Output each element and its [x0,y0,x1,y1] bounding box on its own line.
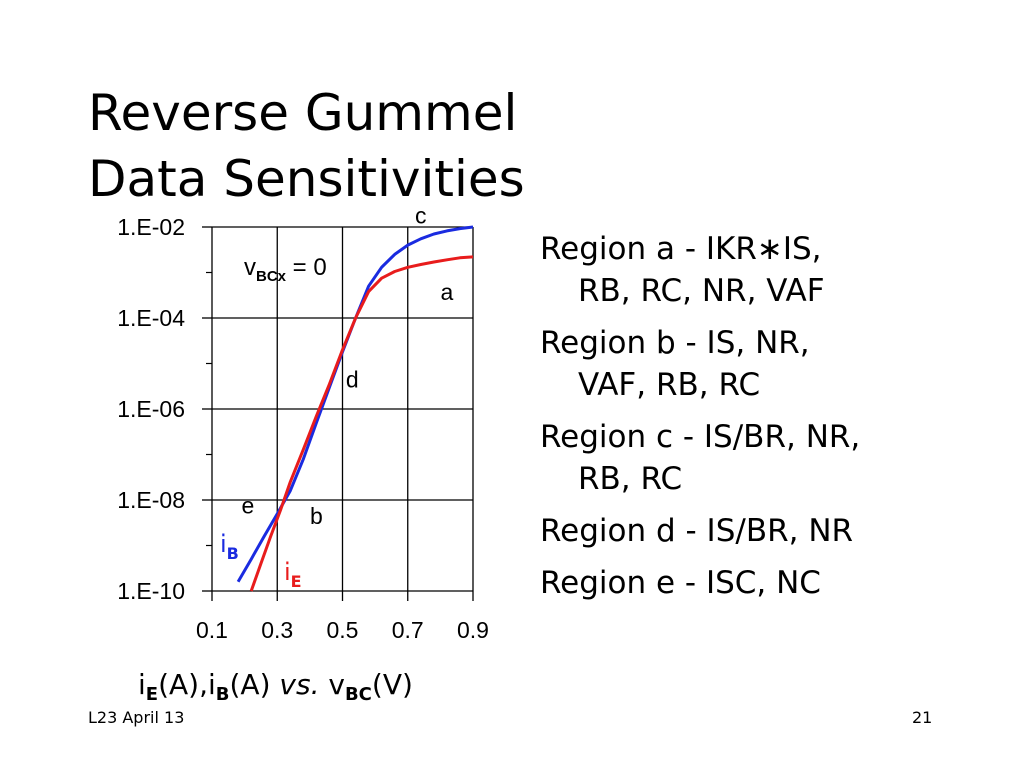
y-tick-label: 1.E-04 [117,305,185,331]
xcap-tail: (A) [229,668,280,701]
xcap-e-sub: E [145,684,159,705]
xcap-v: v [319,668,345,701]
region-annotation-d: d [346,366,359,392]
region-a-line2: RB, RC, NR, VAF [578,273,825,309]
x-tick-label: 0.9 [457,617,489,643]
region-a-line1: Region a - IKR∗IS, [540,231,822,267]
region-annotation-a: a [441,279,454,305]
y-tick-label: 1.E-08 [117,487,185,513]
region-e: Region e - ISC, NC [540,562,1010,604]
y-tick-label: 1.E-02 [117,214,185,240]
x-tick-label: 0.5 [327,617,359,643]
series-label-sub: E [291,572,302,591]
x-tick-label: 0.7 [392,617,424,643]
series-label-iE: iE [284,558,302,591]
region-b-line2: VAF, RB, RC [578,367,761,403]
region-a: Region a - IKR∗IS, RB, RC, NR, VAF [540,228,1010,312]
region-annotation-e: e [241,493,254,519]
region-c: Region c - IS/BR, NR, RB, RC [540,416,1010,500]
condition-label-suffix: = 0 [286,254,327,281]
xcap-unit: (V) [371,668,413,701]
region-c-line2: RB, RC [578,461,683,497]
x-tick-label: 0.3 [261,617,293,643]
x-tick-label: 0.1 [196,617,228,643]
region-e-line1: Region e - ISC, NC [540,565,821,601]
series-label-iB: iB [220,530,239,563]
region-c-line1: Region c - IS/BR, NR, [540,419,861,455]
region-b-line1: Region b - IS, NR, [540,325,810,361]
xcap-i: i [138,668,146,701]
region-d-line1: Region d - IS/BR, NR [540,513,854,549]
region-b: Region b - IS, NR, VAF, RB, RC [540,322,1010,406]
region-annotation-c: c [415,202,427,228]
title-line-1: Reverse Gummel [88,84,518,142]
region-d: Region d - IS/BR, NR [540,510,1010,552]
x-axis-caption: iE(A),iB(A) vs. vBC(V) [138,668,413,705]
condition-label: vBCx = 0 [244,254,327,285]
footer-date: L23 April 13 [88,708,185,727]
series-label-sub: B [227,544,239,563]
xcap-bc-sub: BC [344,684,372,705]
region-list: Region a - IKR∗IS, RB, RC, NR, VAF Regio… [540,228,1010,614]
page-number: 21 [912,708,933,727]
xcap-vs: vs. [279,668,320,701]
y-tick-label: 1.E-06 [117,396,185,422]
title-line-2: Data Sensitivities [88,150,525,208]
series-line-iE [249,255,474,592]
condition-label-sub: BCx [256,268,287,285]
xcap-b-sub: B [215,684,230,705]
slide-title: Reverse Gummel Data Sensitivities [88,80,525,212]
y-tick-label: 1.E-10 [117,578,185,604]
xcap-mid: (A),i [158,668,216,701]
region-annotation-b: b [310,503,323,529]
